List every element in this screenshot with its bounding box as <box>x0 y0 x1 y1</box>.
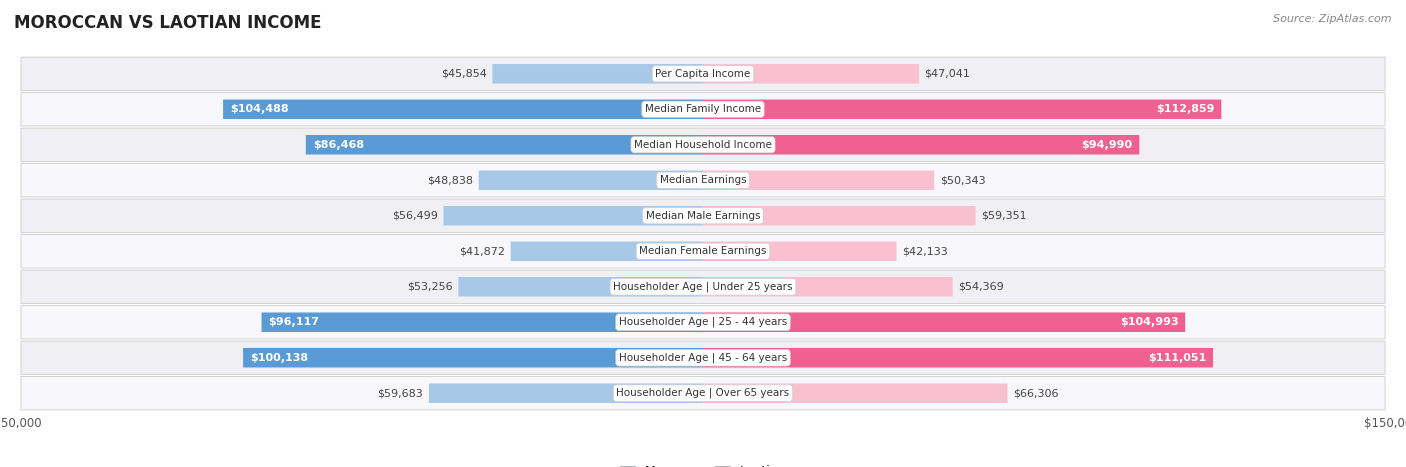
Text: $94,990: $94,990 <box>1081 140 1132 150</box>
Text: $112,859: $112,859 <box>1156 104 1215 114</box>
Text: Source: ZipAtlas.com: Source: ZipAtlas.com <box>1274 14 1392 24</box>
FancyBboxPatch shape <box>21 128 1385 162</box>
FancyBboxPatch shape <box>703 348 1213 368</box>
Text: Median Female Earnings: Median Female Earnings <box>640 246 766 256</box>
Text: Median Family Income: Median Family Income <box>645 104 761 114</box>
Text: $86,468: $86,468 <box>312 140 364 150</box>
Text: $50,343: $50,343 <box>939 175 986 185</box>
Text: Householder Age | 25 - 44 years: Householder Age | 25 - 44 years <box>619 317 787 327</box>
Text: $59,683: $59,683 <box>378 388 423 398</box>
Text: Median Male Earnings: Median Male Earnings <box>645 211 761 221</box>
FancyBboxPatch shape <box>262 312 703 332</box>
Text: $66,306: $66,306 <box>1014 388 1059 398</box>
Text: $104,993: $104,993 <box>1119 317 1178 327</box>
FancyBboxPatch shape <box>21 92 1385 126</box>
FancyBboxPatch shape <box>510 241 703 261</box>
FancyBboxPatch shape <box>21 376 1385 410</box>
FancyBboxPatch shape <box>703 170 934 190</box>
Text: Median Earnings: Median Earnings <box>659 175 747 185</box>
Legend: Moroccan, Laotian: Moroccan, Laotian <box>614 460 792 467</box>
FancyBboxPatch shape <box>492 64 703 84</box>
FancyBboxPatch shape <box>307 135 703 155</box>
Text: Householder Age | Over 65 years: Householder Age | Over 65 years <box>616 388 790 398</box>
FancyBboxPatch shape <box>703 241 897 261</box>
Text: $59,351: $59,351 <box>981 211 1026 221</box>
Text: Householder Age | 45 - 64 years: Householder Age | 45 - 64 years <box>619 353 787 363</box>
FancyBboxPatch shape <box>703 383 1008 403</box>
FancyBboxPatch shape <box>703 312 1185 332</box>
Text: Median Household Income: Median Household Income <box>634 140 772 150</box>
FancyBboxPatch shape <box>21 341 1385 375</box>
Text: $54,369: $54,369 <box>959 282 1004 292</box>
Text: $45,854: $45,854 <box>441 69 486 79</box>
FancyBboxPatch shape <box>703 277 953 297</box>
FancyBboxPatch shape <box>478 170 703 190</box>
FancyBboxPatch shape <box>703 135 1139 155</box>
Text: $47,041: $47,041 <box>925 69 970 79</box>
FancyBboxPatch shape <box>21 199 1385 233</box>
FancyBboxPatch shape <box>703 206 976 226</box>
FancyBboxPatch shape <box>21 234 1385 268</box>
FancyBboxPatch shape <box>21 270 1385 304</box>
Text: $42,133: $42,133 <box>903 246 948 256</box>
FancyBboxPatch shape <box>429 383 703 403</box>
Text: $56,499: $56,499 <box>392 211 439 221</box>
FancyBboxPatch shape <box>21 305 1385 339</box>
FancyBboxPatch shape <box>703 99 1222 119</box>
Text: $48,838: $48,838 <box>427 175 474 185</box>
Text: $104,488: $104,488 <box>231 104 288 114</box>
Text: Householder Age | Under 25 years: Householder Age | Under 25 years <box>613 282 793 292</box>
Text: Per Capita Income: Per Capita Income <box>655 69 751 79</box>
FancyBboxPatch shape <box>443 206 703 226</box>
Text: $41,872: $41,872 <box>460 246 505 256</box>
FancyBboxPatch shape <box>703 64 920 84</box>
Text: $53,256: $53,256 <box>408 282 453 292</box>
Text: MOROCCAN VS LAOTIAN INCOME: MOROCCAN VS LAOTIAN INCOME <box>14 14 322 32</box>
FancyBboxPatch shape <box>243 348 703 368</box>
FancyBboxPatch shape <box>21 57 1385 91</box>
Text: $96,117: $96,117 <box>269 317 319 327</box>
Text: $111,051: $111,051 <box>1147 353 1206 363</box>
Text: $100,138: $100,138 <box>250 353 308 363</box>
FancyBboxPatch shape <box>21 163 1385 197</box>
FancyBboxPatch shape <box>458 277 703 297</box>
FancyBboxPatch shape <box>224 99 703 119</box>
